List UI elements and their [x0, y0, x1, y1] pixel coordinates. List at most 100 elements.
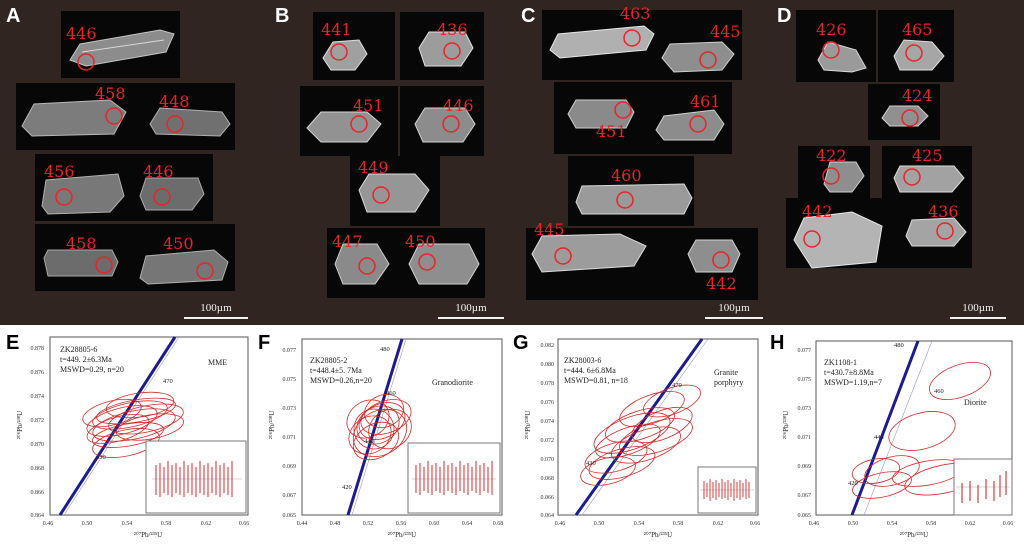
- x-tick-label: 0.58: [926, 521, 937, 527]
- mswd: MSWD=0.29, n=20: [60, 365, 124, 374]
- x-tick-label: 0.54: [634, 521, 645, 527]
- y-axis-label: ²⁰⁶Pb/²³⁸U: [16, 411, 24, 439]
- sample-id: ZK28805-6: [60, 345, 97, 354]
- concordia-age-label: 440: [364, 438, 374, 445]
- panel-letter: D: [777, 5, 792, 27]
- mean-age: t=448.4±5. 7Ma: [310, 366, 362, 375]
- x-tick-label: 0.46: [43, 521, 54, 527]
- y-tick-label: 0.080: [541, 362, 555, 368]
- sample-id: ZK1108-1: [824, 358, 857, 367]
- panel-letter: B: [275, 5, 290, 27]
- concordia-plot: 0.077 0.075 0.073 0.071 0.069 0.067 0.06…: [268, 338, 503, 539]
- sample-id: ZK28003-6: [564, 356, 601, 365]
- concordia-age-label: 420: [342, 484, 352, 491]
- x-tick-label: 0.52: [363, 521, 374, 527]
- scale-bar: [184, 317, 248, 319]
- x-tick-label: 0.62: [965, 521, 976, 527]
- rock-type: Granodiorite: [432, 378, 473, 387]
- x-tick-label: 0.66: [750, 521, 761, 527]
- y-tick-label: 0.067: [798, 493, 812, 499]
- concordia-age-label: 480: [380, 346, 390, 353]
- x-tick-label: 0.64: [462, 521, 473, 527]
- x-axis-label: ²⁰⁷Pb/²³⁵U: [388, 531, 416, 539]
- grain-age: 436: [928, 202, 959, 221]
- mean-age: t=444. 6±6.8Ma: [564, 366, 616, 375]
- zircon-grains-drawing: [793, 39, 967, 269]
- rock-type: Granite: [714, 368, 738, 377]
- y-tick-label: 0.075: [283, 377, 297, 383]
- mswd: MSWD=1.19,n=7: [824, 378, 882, 387]
- x-tick-label: 0.50: [594, 521, 605, 527]
- grain-age: 445: [534, 220, 565, 239]
- mswd: MSWD=0.26,n=20: [310, 376, 372, 385]
- scale-label: 100µm: [718, 302, 750, 314]
- grain-age: 449: [358, 158, 389, 177]
- x-tick-label: 0.58: [673, 521, 684, 527]
- grain-age: 465: [902, 20, 933, 39]
- y-tick-label: 0.065: [283, 513, 297, 519]
- grain-age: 436: [437, 20, 468, 39]
- scale-bar: [705, 317, 763, 319]
- panel-e: E 0.878 0.876 0.874 0.872 0.870 0.868 0.…: [0, 325, 256, 544]
- y-axis-label: ²⁰⁶Pb/²³⁸U: [782, 411, 790, 439]
- x-tick-label: 0.66: [239, 521, 250, 527]
- y-tick-label: 0.069: [798, 464, 812, 470]
- grain-age: 450: [405, 232, 436, 251]
- concordia-age-label: 430: [96, 454, 106, 461]
- y-tick-label: 0.870: [31, 442, 45, 448]
- x-tick-label: 0.56: [396, 521, 407, 527]
- concordia-age-label: 430: [586, 460, 596, 467]
- grain-age: 458: [95, 84, 126, 103]
- error-ellipses: [346, 393, 412, 461]
- y-tick-label: 0.074: [541, 419, 555, 425]
- y-tick-label: 0.065: [798, 513, 812, 519]
- grain-age: 463: [620, 4, 651, 23]
- x-tick-label: 0.54: [887, 521, 898, 527]
- zircon-grains-drawing: [306, 31, 480, 285]
- x-tick-label: 0.62: [713, 521, 724, 527]
- grain-age: 450: [163, 234, 194, 253]
- y-tick-label: 0.075: [798, 377, 812, 383]
- panel-g: G 0.082 0.080 0.078 0.076 0.074 0.072 0.…: [512, 325, 768, 544]
- sample-id: ZK28805-2: [310, 356, 347, 365]
- grain-age: 447: [332, 232, 363, 251]
- concordia-age-label: 460: [934, 388, 944, 395]
- y-tick-label: 0.082: [541, 343, 555, 349]
- x-tick-label: 0.60: [429, 521, 440, 527]
- panel-letter: C: [521, 5, 536, 27]
- rock-type: Diorite: [964, 398, 987, 407]
- mean-age: t=449. 2±6.3Ma: [60, 355, 112, 364]
- grain-age: 442: [706, 274, 737, 293]
- y-tick-label: 0.067: [283, 493, 297, 499]
- concordia-plot: 0.082 0.080 0.078 0.076 0.074 0.072 0.07…: [524, 338, 761, 539]
- y-tick-label: 0.064: [541, 513, 555, 519]
- grain-age: 446: [143, 162, 174, 181]
- grain-age: 424: [902, 86, 933, 105]
- grain-age: 451: [353, 96, 384, 115]
- grain-age: 442: [802, 202, 833, 221]
- grain-age: 425: [912, 146, 943, 165]
- zircon-grains-drawing: [531, 25, 741, 273]
- y-tick-label: 0.077: [798, 348, 812, 354]
- y-tick-label: 0.876: [31, 370, 45, 376]
- grain-age: 460: [611, 166, 642, 185]
- panel-letter: A: [6, 5, 21, 27]
- concordia-error-envelope: [581, 338, 709, 516]
- y-axis-label: ²⁰⁶Pb/²³⁸U: [524, 411, 532, 439]
- grain-age: 426: [816, 20, 847, 39]
- grain-age: 446: [443, 96, 474, 115]
- x-tick-label: 0.50: [848, 521, 859, 527]
- panel-d: D 426 465 424 422 425 442 436: [772, 0, 1024, 325]
- inset-error-bars: [415, 461, 493, 495]
- y-tick-label: 0.070: [541, 457, 555, 463]
- x-axis-label: ²⁰⁷Pb/²³⁵U: [644, 531, 672, 539]
- mswd: MSWD=0.81, n=18: [564, 376, 628, 385]
- grain-age: 422: [816, 146, 847, 165]
- error-ellipses: [82, 391, 184, 458]
- scale-label: 100µm: [200, 302, 232, 314]
- inset-error-bars: [155, 461, 233, 497]
- panel-c: C 463 445 451 461 460 445 442: [510, 0, 772, 325]
- grain-age: 456: [44, 162, 75, 181]
- x-tick-label: 0.48: [330, 521, 341, 527]
